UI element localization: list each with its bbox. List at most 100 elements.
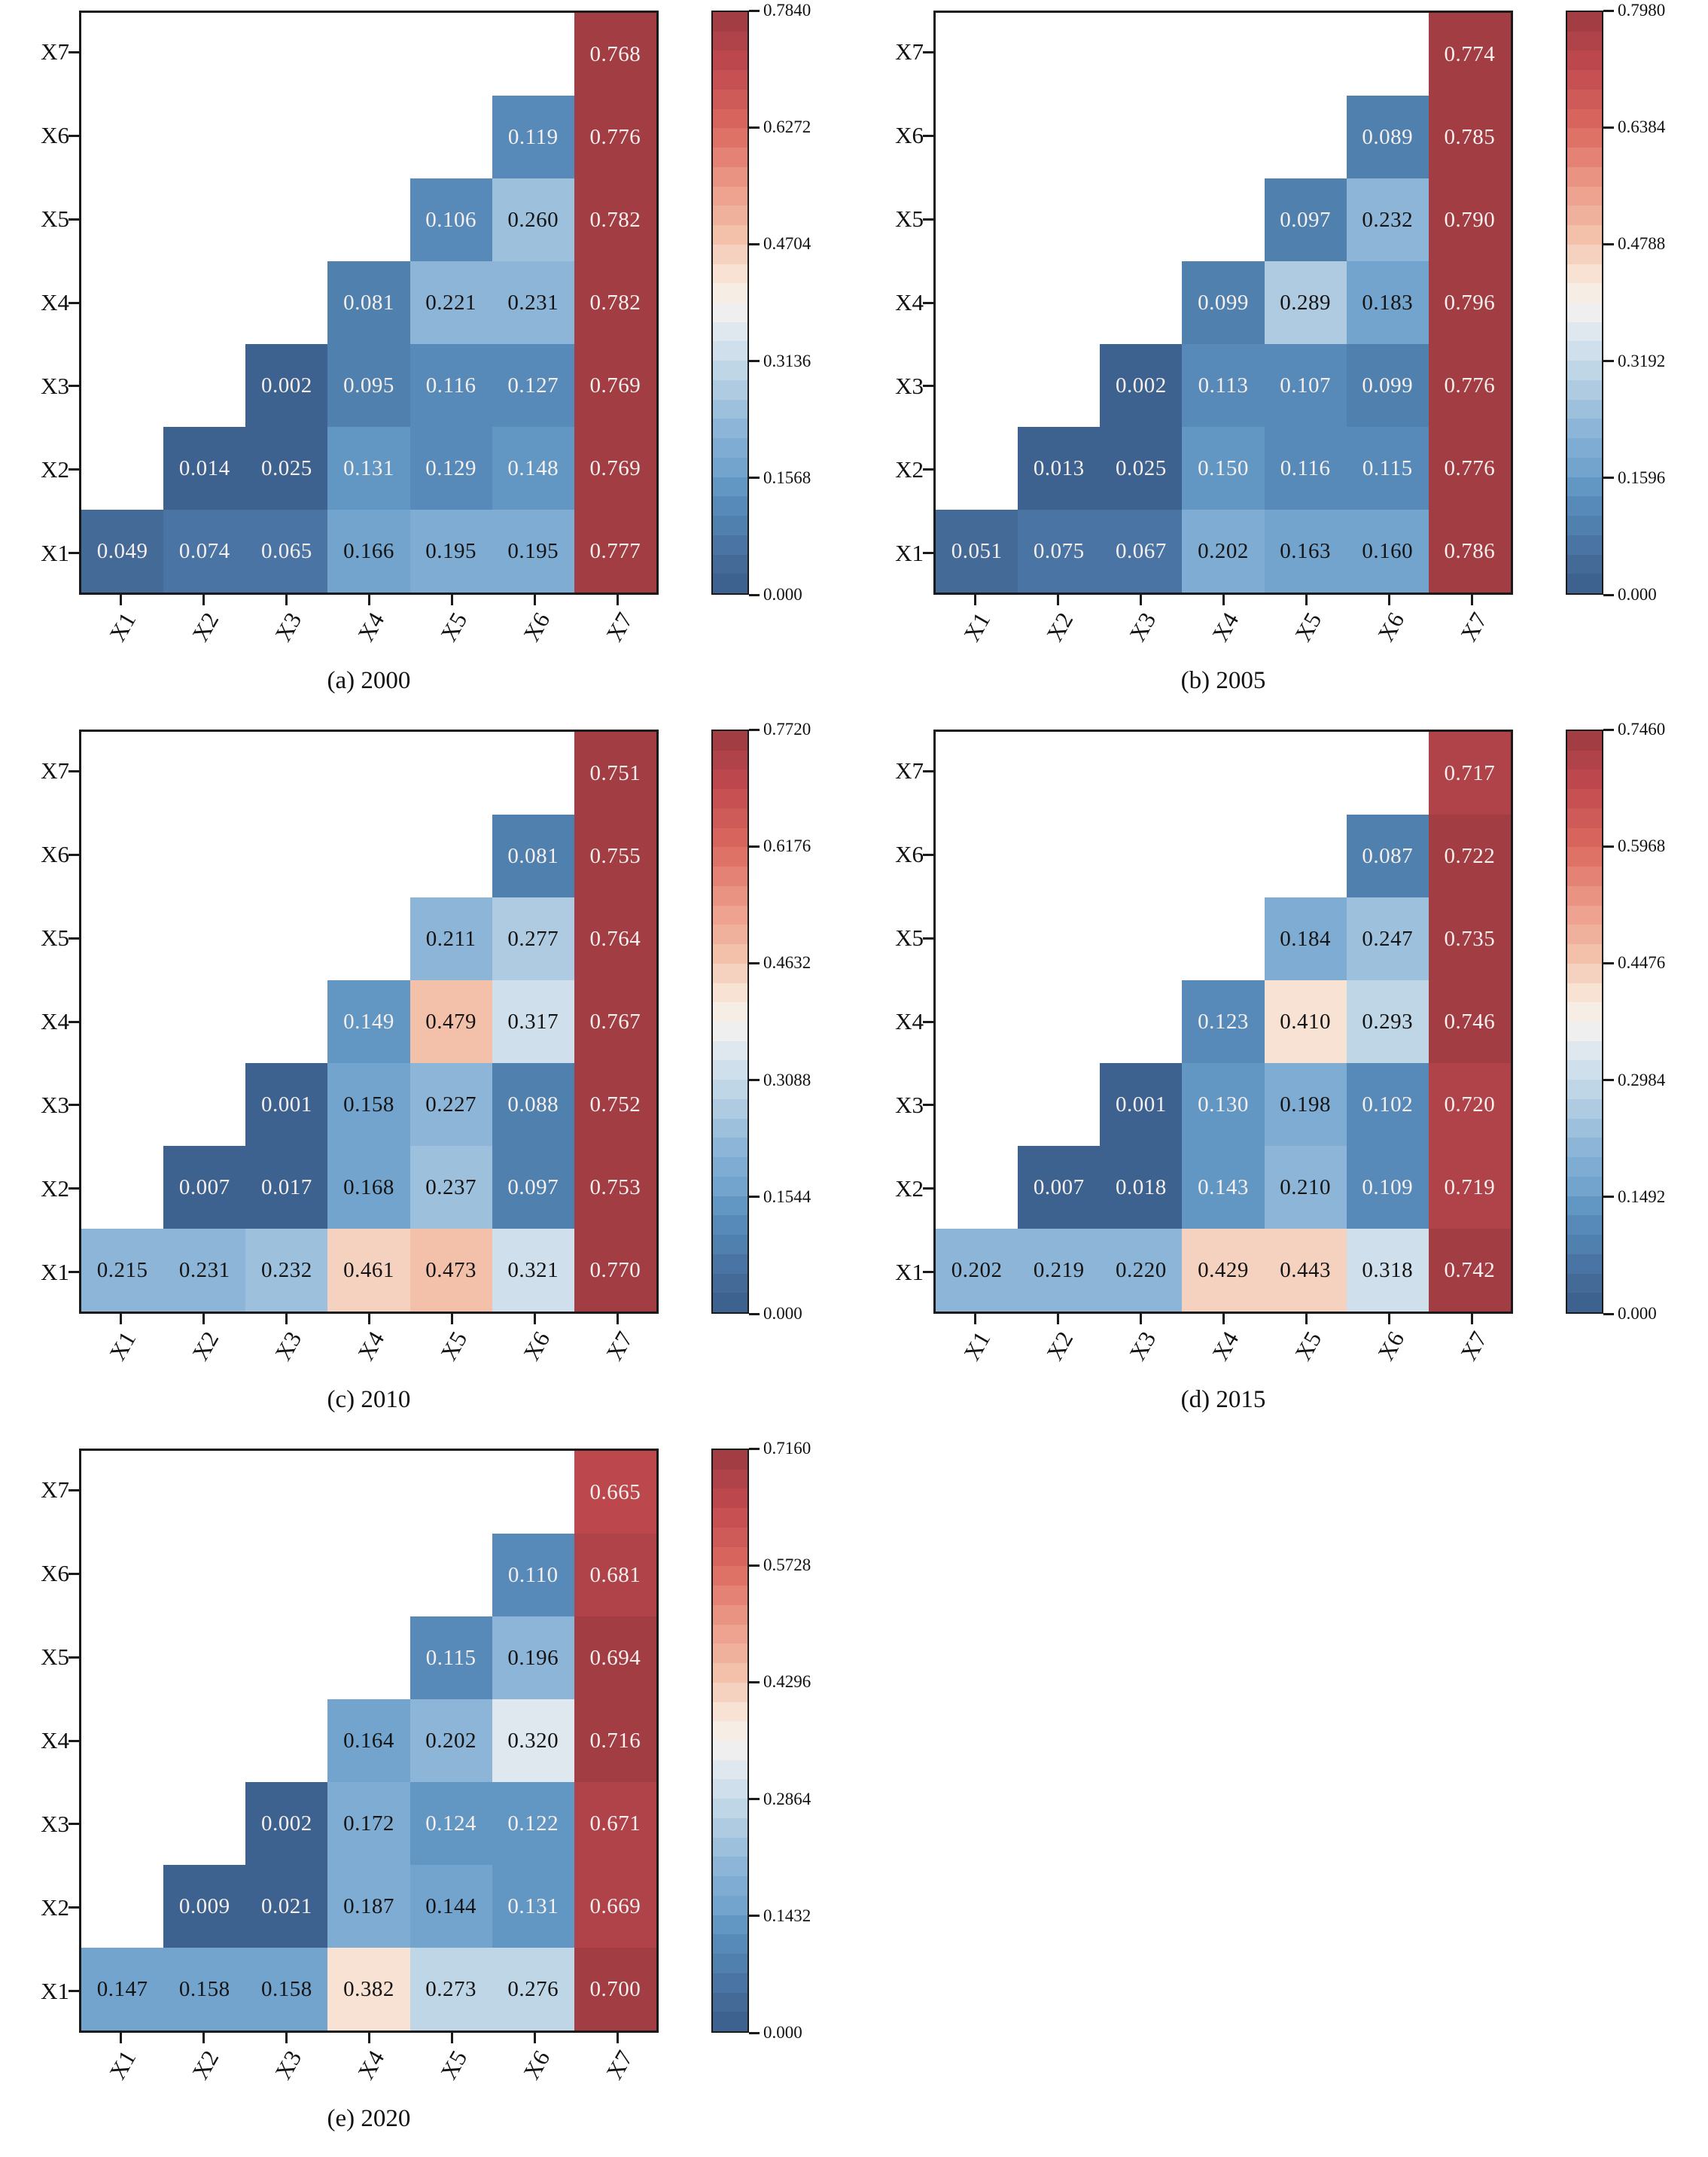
colorbar-tick-label: 0.1596 xyxy=(1618,468,1666,487)
x-axis-tick xyxy=(450,595,453,605)
heatmap-cell xyxy=(327,96,409,178)
heatmap-cell xyxy=(245,1616,327,1699)
heatmap-cell xyxy=(163,1063,245,1146)
colorbar-band xyxy=(1567,574,1602,594)
colorbar-band xyxy=(713,303,747,322)
heatmap-cell: 0.067 xyxy=(1100,510,1183,593)
y-axis-label: X4 xyxy=(895,1008,924,1034)
heatmap-cell-value: 0.002 xyxy=(260,373,312,398)
colorbar-band xyxy=(1567,225,1602,245)
colorbar-tick-label: 0.7160 xyxy=(763,1439,811,1458)
colorbar-band xyxy=(1567,1138,1602,1158)
heatmap-cell-value: 0.320 xyxy=(507,1728,559,1753)
x-axis-label: X6 xyxy=(1372,608,1410,646)
heatmap-cell xyxy=(163,897,245,980)
heatmap-cell: 0.443 xyxy=(1264,1229,1347,1312)
heatmap-cell-value: 0.196 xyxy=(507,1645,559,1670)
y-axis-label: X5 xyxy=(41,1644,69,1671)
heatmap-cell xyxy=(936,732,1018,815)
y-axis-tick xyxy=(69,552,79,555)
heatmap-cell-value: 0.144 xyxy=(425,1893,476,1918)
colorbar-tick-label: 0.4788 xyxy=(1618,234,1666,254)
colorbar-tick xyxy=(749,1196,760,1199)
panel-c: 0.751 0.081 0.755 0.211 0.277 0.764 0.149 0.479… xyxy=(0,719,854,1438)
y-axis-tick xyxy=(923,1187,933,1190)
heatmap-axes: 0.774 0.089 0.785 0.097 0.232 0.790 0.099 0.289… xyxy=(933,11,1513,595)
x-axis-label: X3 xyxy=(269,1327,307,1365)
heatmap-cell: 0.195 xyxy=(409,510,492,593)
heatmap-cell xyxy=(1018,13,1100,96)
heatmap-cell: 0.776 xyxy=(1428,344,1511,427)
heatmap-cell xyxy=(1100,815,1182,897)
heatmap-cell-value: 0.081 xyxy=(343,290,394,315)
colorbar-band xyxy=(1567,379,1602,400)
x-axis-tick xyxy=(202,595,205,605)
heatmap-cell xyxy=(1100,261,1182,344)
heatmap-cell xyxy=(163,815,245,897)
heatmap-cell-value: 0.755 xyxy=(589,843,641,868)
heatmap-cell-value: 0.232 xyxy=(1362,207,1414,232)
heatmap-cell: 0.671 xyxy=(574,1782,656,1865)
heatmap-cell-value: 0.717 xyxy=(1444,760,1496,785)
colorbar-tick xyxy=(749,1798,760,1801)
x-axis-label: X1 xyxy=(104,2046,142,2084)
colorbar-band xyxy=(713,1215,747,1235)
heatmap-cell xyxy=(163,1451,245,1534)
heatmap-cell: 0.002 xyxy=(245,344,328,427)
heatmap-cell: 0.289 xyxy=(1264,261,1347,344)
heatmap-cell: 0.473 xyxy=(409,1229,492,1312)
y-axis-tick xyxy=(923,50,933,53)
y-axis-tick xyxy=(923,301,933,304)
heatmap-cell: 0.150 xyxy=(1182,427,1265,510)
heatmap-cell-value: 0.018 xyxy=(1115,1174,1167,1199)
heatmap-cell xyxy=(163,732,245,815)
x-axis-label: X2 xyxy=(1041,1327,1079,1365)
heatmap-axes: 0.717 0.087 0.722 0.184 0.247 0.735 0.123 0.410… xyxy=(933,730,1513,1314)
heatmap-cell-value: 0.097 xyxy=(507,1174,559,1199)
x-axis-tick xyxy=(450,1314,453,1324)
x-axis-label: X7 xyxy=(1455,608,1493,646)
heatmap-cell: 0.717 xyxy=(1428,732,1511,815)
heatmap-cell-value: 0.088 xyxy=(507,1092,559,1117)
colorbar-band xyxy=(713,1293,747,1313)
y-axis-label: X6 xyxy=(41,122,69,149)
colorbar-tick xyxy=(749,728,760,731)
heatmap-cell: 0.232 xyxy=(245,1229,328,1312)
heatmap-cell-value: 0.113 xyxy=(1198,373,1249,398)
y-axis-tick xyxy=(923,769,933,772)
heatmap-cell-value: 0.183 xyxy=(1362,290,1414,315)
heatmap-cell-value: 0.700 xyxy=(589,1976,641,2001)
colorbar-band xyxy=(1567,1254,1602,1274)
heatmap-cell: 0.014 xyxy=(163,427,246,510)
heatmap-cell-value: 0.719 xyxy=(1444,1174,1496,1199)
colorbar-tick xyxy=(749,1915,760,1918)
colorbar-tick-label: 0.3192 xyxy=(1618,351,1666,370)
heatmap-cell xyxy=(81,1146,163,1229)
heatmap-cell-value: 0.769 xyxy=(589,373,641,398)
heatmap-cell-value: 0.021 xyxy=(260,1893,312,1918)
heatmap-cell-value: 0.227 xyxy=(425,1092,476,1117)
colorbar-band xyxy=(1567,1080,1602,1099)
colorbar-band xyxy=(713,283,747,303)
colorbar-band xyxy=(1567,1157,1602,1177)
heatmap-cell-value: 0.130 xyxy=(1198,1092,1249,1117)
colorbar-band xyxy=(713,1663,747,1683)
heatmap-cell xyxy=(492,732,574,815)
colorbar-band xyxy=(1567,516,1602,535)
colorbar-band xyxy=(713,1566,747,1586)
colorbar-band xyxy=(1567,399,1602,419)
colorbar-band xyxy=(1567,1098,1602,1119)
x-axis-label: X1 xyxy=(958,1327,996,1365)
colorbar-band xyxy=(713,244,747,264)
colorbar-band xyxy=(713,789,747,809)
colorbar-band xyxy=(713,1527,747,1547)
x-axis-label: X5 xyxy=(435,1327,473,1365)
y-axis-tick xyxy=(923,468,933,471)
heatmap-cell: 0.131 xyxy=(327,427,410,510)
y-axis-label: X7 xyxy=(41,757,69,785)
heatmap-cell-value: 0.479 xyxy=(425,1009,476,1034)
heatmap-cell-value: 0.081 xyxy=(507,843,559,868)
heatmap-cell xyxy=(1018,96,1100,178)
heatmap-cell-value: 0.221 xyxy=(425,290,476,315)
y-axis-tick xyxy=(923,853,933,856)
